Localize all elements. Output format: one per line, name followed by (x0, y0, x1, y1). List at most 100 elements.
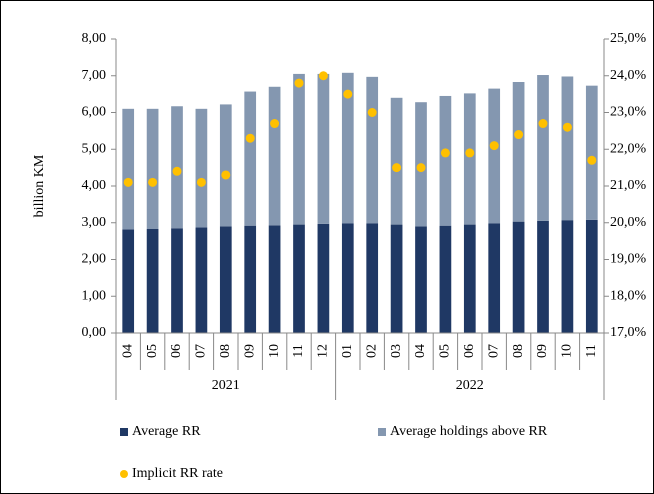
y-tick-label: 5,00 (82, 141, 107, 156)
x-tick-label: 04 (413, 344, 428, 358)
x-tick-label: 11 (584, 344, 599, 357)
x-tick-label: 06 (462, 344, 477, 358)
y-tick-label: 2,00 (82, 252, 107, 267)
y-tick-label: 0,00 (82, 325, 107, 340)
y2-tick-label: 23,0% (610, 105, 647, 120)
bar-segment (219, 104, 232, 227)
bar-segment (390, 224, 403, 333)
rate-point (416, 163, 426, 173)
bar-segment (512, 81, 525, 222)
x-tick-label: 05 (438, 344, 453, 358)
rate-point (514, 130, 524, 140)
y2-tick-label: 18,0% (610, 288, 647, 303)
bar-segment (512, 221, 525, 333)
bar-segment (390, 97, 403, 225)
rate-point (392, 163, 402, 173)
bar-segment (341, 223, 354, 333)
bar-segment (195, 108, 208, 228)
rate-point (587, 155, 597, 165)
y2-tick-label: 22,0% (610, 141, 647, 156)
bar-segment (488, 88, 501, 224)
bar-segment (585, 219, 598, 333)
y-tick-label: 1,00 (82, 288, 107, 303)
bar-segment (488, 223, 501, 333)
bar-segment (122, 229, 135, 333)
bar-segment (244, 225, 257, 333)
y-axis-title: billion KM (32, 154, 47, 217)
bar-segment (463, 224, 476, 333)
bar-segment (219, 226, 232, 333)
rate-point (538, 119, 548, 129)
y2-tick-label: 24,0% (610, 68, 647, 83)
legend-marker (120, 428, 128, 436)
x-tick-label: 07 (194, 344, 209, 358)
bar-segment (317, 73, 330, 224)
x-tick-label: 10 (560, 344, 575, 358)
x-tick-label: 08 (511, 344, 526, 358)
rate-point (270, 119, 280, 129)
rate-point (562, 122, 572, 132)
bar-segment (244, 91, 257, 226)
x-tick-label: 02 (364, 344, 379, 358)
legend-label: Implicit RR rate (132, 466, 223, 481)
x-tick-label: 05 (145, 344, 160, 358)
x-tick-label: 04 (120, 344, 135, 358)
x-tick-label: 03 (389, 344, 404, 358)
rate-point (343, 89, 353, 99)
bar-segment (268, 86, 281, 226)
rate-point (221, 170, 231, 180)
bar-segment (585, 85, 598, 220)
bar-segment (366, 76, 379, 224)
x-tick-label: 10 (267, 344, 282, 358)
bar-segment (122, 108, 135, 230)
bar-segment (537, 75, 549, 221)
y-tick-label: 7,00 (82, 68, 107, 83)
y2-tick-label: 25,0% (610, 31, 647, 46)
bar-segment (146, 108, 159, 229)
rate-point (294, 78, 304, 88)
bar-segment (561, 76, 574, 221)
y2-tick-label: 19,0% (610, 252, 647, 267)
legend-marker (120, 470, 128, 478)
bar-segment (463, 93, 476, 225)
rate-point (123, 177, 133, 187)
x-tick-label: 09 (535, 344, 550, 358)
y-tick-label: 3,00 (82, 215, 107, 230)
bar-segment (561, 220, 574, 333)
legend-marker (378, 428, 386, 436)
rate-point (367, 108, 377, 117)
bar-segment (317, 223, 330, 333)
bar-segment (366, 223, 379, 333)
rate-point (440, 148, 450, 158)
x-tick-label: 01 (340, 344, 355, 358)
rate-point (318, 71, 328, 81)
x-tick-label: 09 (242, 344, 257, 358)
bar-segment (195, 227, 208, 333)
rate-point (196, 177, 206, 187)
legend-label: Average RR (132, 424, 201, 439)
bar-segment (537, 220, 549, 333)
legend-label: Average holdings above RR (390, 424, 548, 439)
y2-tick-label: 21,0% (610, 178, 647, 193)
rate-point (148, 177, 158, 187)
rate-point (172, 166, 182, 176)
bar-segment (171, 228, 183, 333)
bar-segment (439, 225, 452, 333)
rate-point (245, 133, 255, 143)
group-label: 2022 (456, 378, 484, 393)
bar-segment (439, 95, 452, 226)
x-tick-label: 12 (316, 344, 331, 358)
x-tick-label: 11 (291, 344, 306, 357)
bar-segment (415, 226, 427, 333)
bar-segment (293, 73, 305, 225)
y-tick-label: 6,00 (82, 105, 107, 120)
group-label: 2021 (212, 378, 240, 393)
y2-tick-label: 17,0% (610, 325, 647, 340)
x-tick-label: 06 (169, 344, 184, 358)
bar-segment (293, 224, 305, 333)
y2-tick-label: 20,0% (610, 215, 647, 230)
rate-point (465, 148, 475, 158)
x-tick-label: 07 (486, 344, 501, 358)
rate-point (489, 141, 499, 151)
